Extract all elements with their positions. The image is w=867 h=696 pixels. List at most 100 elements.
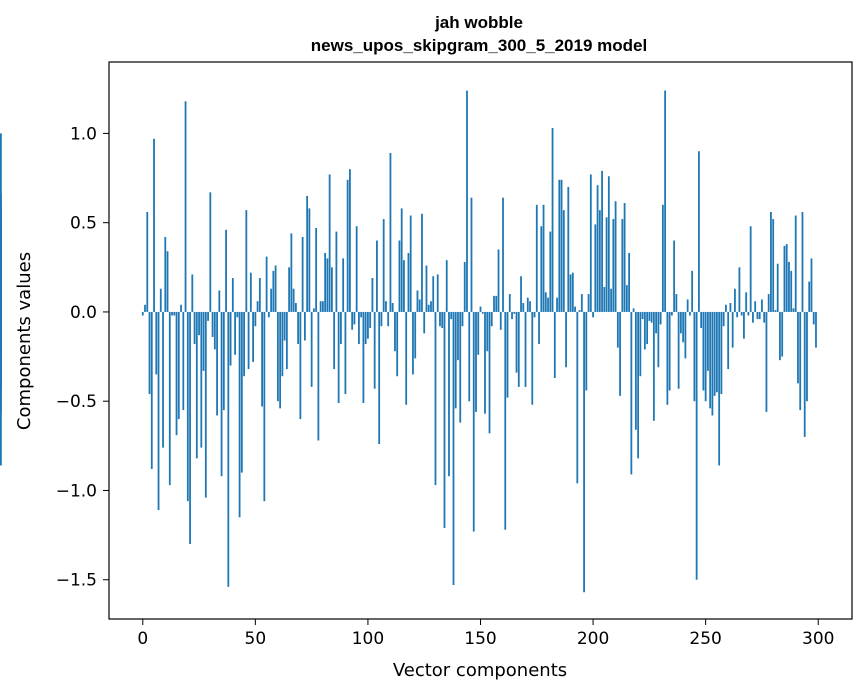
bar-159 (499, 311, 502, 330)
bar-216 (628, 253, 630, 312)
bar-236 (673, 240, 676, 312)
y-tick-label: −1.0 (56, 481, 97, 501)
bar-243 (688, 311, 691, 316)
bar-189 (567, 186, 570, 312)
bar-280 (772, 219, 775, 312)
bar-247 (698, 151, 700, 312)
bar-115 (400, 208, 403, 312)
bar-6 (155, 311, 158, 375)
bar-227 (652, 311, 655, 421)
bar-21 (189, 311, 191, 545)
bar-285 (783, 245, 786, 312)
bar-287 (788, 261, 790, 312)
bar-60 (276, 311, 279, 402)
bar-281 (774, 310, 777, 312)
bar-113 (396, 311, 399, 377)
bar-274 (758, 311, 761, 320)
y-axis-label: Components values (14, 252, 35, 430)
bar-151 (481, 311, 484, 314)
bar-215 (625, 285, 628, 312)
bar-112 (394, 311, 396, 352)
bar-240 (682, 311, 685, 343)
bar-176 (538, 311, 540, 345)
bar-0 (141, 311, 144, 316)
bar-172 (529, 301, 531, 312)
bar-34 (218, 290, 221, 312)
bar-261 (729, 303, 732, 312)
bar-149 (477, 311, 480, 355)
bar-279 (770, 211, 772, 312)
bar-231 (661, 204, 664, 312)
bar-297 (810, 258, 813, 312)
bar-17 (180, 304, 182, 312)
bar-225 (648, 311, 651, 321)
bar-174 (533, 311, 536, 318)
bar-175 (535, 204, 538, 312)
bar-290 (794, 215, 797, 312)
bar-155 (490, 311, 493, 327)
x-tick-label: 50 (245, 629, 267, 649)
bar-234 (668, 311, 671, 391)
bar-16 (177, 311, 180, 420)
bar-295 (806, 311, 808, 402)
bar-191 (571, 272, 574, 312)
bar-93 (351, 311, 354, 330)
bar-130 (434, 311, 437, 486)
bar-148 (475, 311, 477, 412)
bar-27 (202, 311, 205, 371)
bar-128 (430, 301, 432, 312)
bar-201 (594, 224, 597, 312)
bar-251 (707, 311, 709, 371)
bar-62 (281, 311, 284, 377)
bar-3 (148, 311, 151, 395)
bar-170 (524, 311, 527, 387)
bar-63 (283, 311, 286, 341)
x-tick-label: 150 (464, 629, 496, 649)
bar-97 (360, 311, 363, 318)
bar-41 (234, 311, 236, 355)
bar-7 (157, 311, 160, 511)
bar-222 (641, 311, 644, 320)
bar-14 (173, 311, 176, 316)
y-axis-ticks: −1.5 −1.0 −0.5 0.0 0.5 1.0 (56, 124, 109, 591)
bar-28 (204, 311, 207, 498)
bar-217 (630, 311, 633, 475)
bar-198 (587, 294, 590, 312)
bar-293 (801, 211, 804, 312)
bar-193 (576, 311, 579, 484)
bar-208 (610, 288, 612, 312)
bar-100 (367, 311, 369, 339)
bar-184 (556, 297, 558, 312)
bar-50 (254, 311, 257, 327)
bar-203 (598, 210, 601, 312)
bar-95 (355, 226, 358, 312)
x-tick-label: 250 (689, 629, 721, 649)
bar-23 (193, 311, 196, 345)
bar-266 (740, 311, 743, 316)
bar-248 (700, 311, 703, 329)
bar-206 (605, 217, 608, 312)
bar-105 (378, 311, 381, 445)
bar-56 (267, 311, 270, 318)
bar-185 (558, 179, 561, 312)
bar-164 (511, 311, 513, 320)
bar-157 (495, 295, 498, 312)
bar-282 (776, 263, 779, 312)
bar-68 (294, 303, 297, 312)
bar-150 (479, 306, 482, 312)
bar-218 (632, 308, 635, 312)
bar-235 (670, 311, 673, 316)
bar-45 (243, 311, 245, 377)
bar-273 (756, 311, 759, 320)
bar-162 (506, 311, 509, 398)
bar-265 (738, 267, 741, 312)
bar-54 (263, 311, 266, 502)
bar-74 (308, 208, 311, 312)
bar-131 (436, 274, 439, 312)
bar-296 (808, 281, 811, 312)
bar-123 (418, 299, 421, 312)
bar-76 (312, 308, 315, 312)
bar-22 (191, 274, 194, 312)
bar-1 (144, 304, 146, 312)
bar-78 (317, 311, 320, 441)
